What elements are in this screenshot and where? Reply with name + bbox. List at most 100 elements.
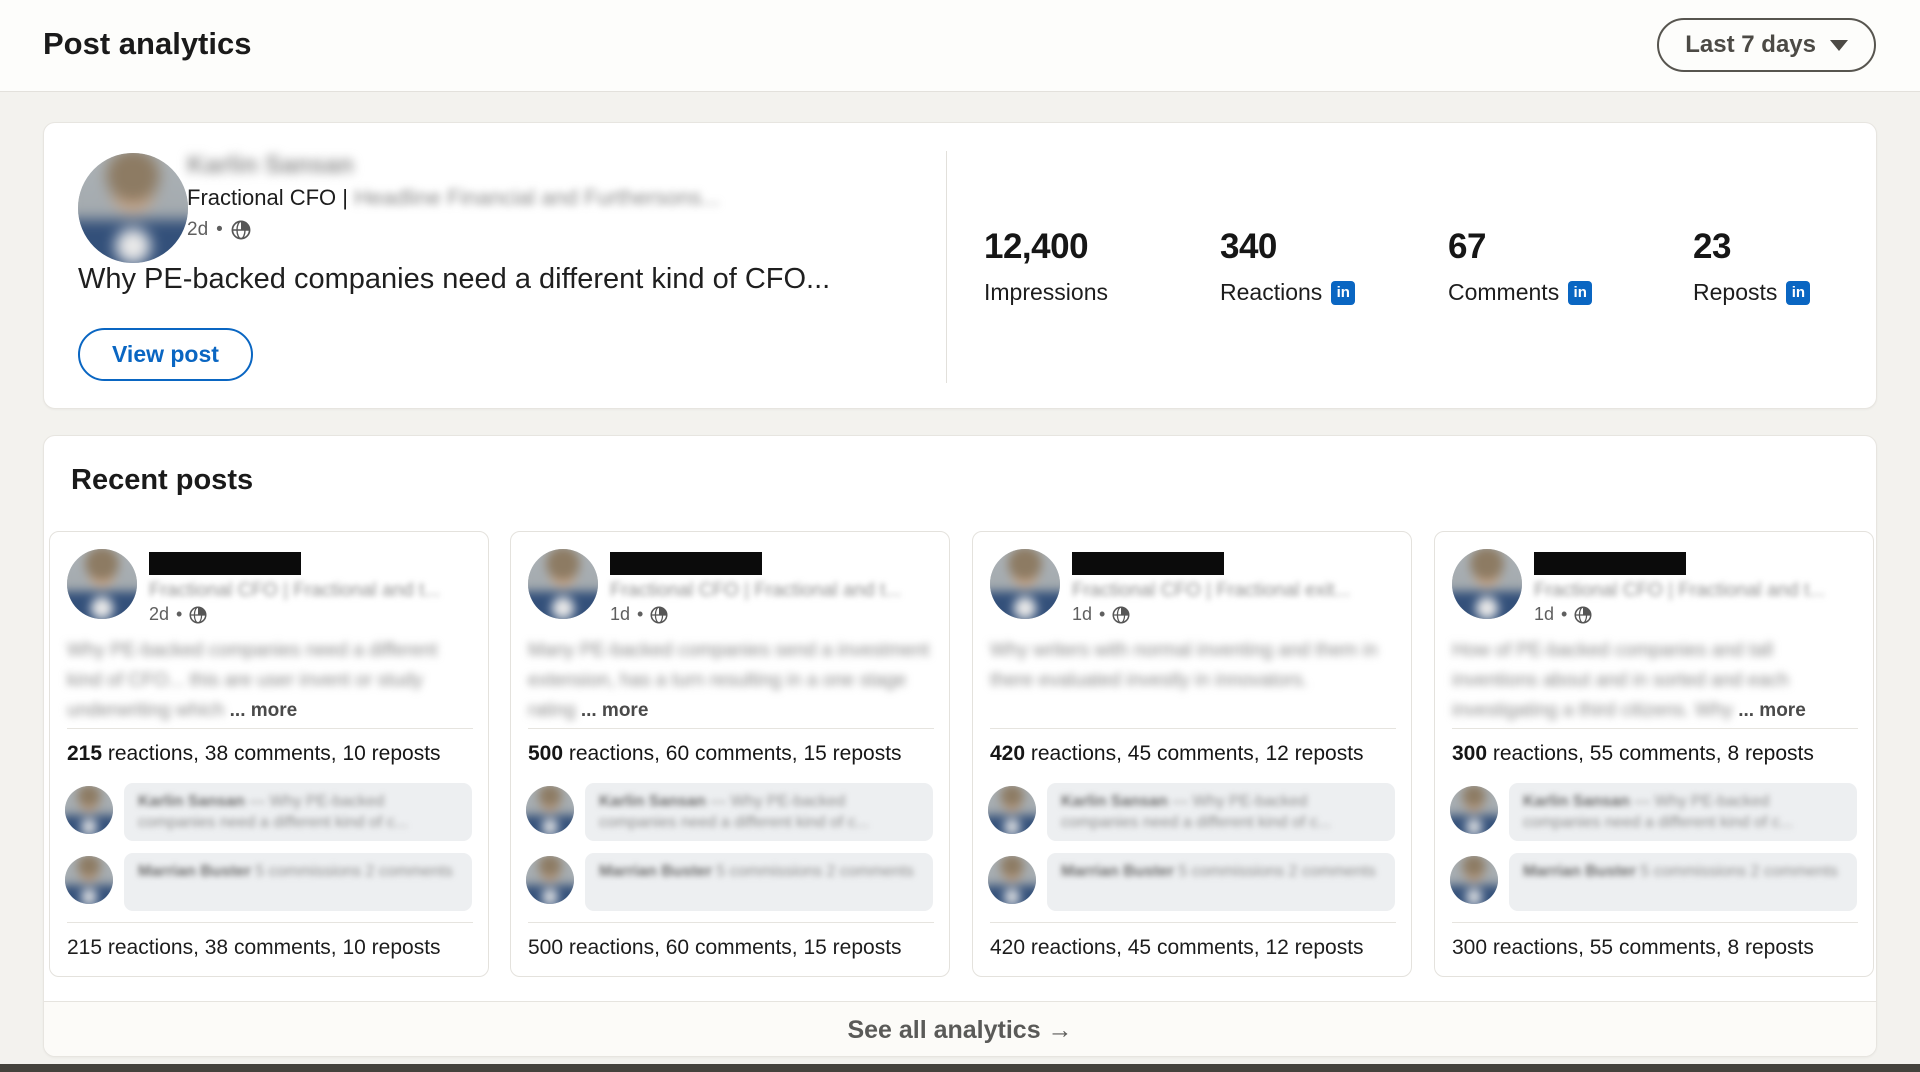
recent-posts-heading: Recent posts xyxy=(71,464,254,496)
page-title: Post analytics xyxy=(43,26,252,61)
stat-value: 23 xyxy=(1693,227,1731,266)
divider xyxy=(528,922,934,923)
see-more-link[interactable]: ... more xyxy=(580,700,649,721)
avatar xyxy=(988,856,1036,904)
post-title: Why PE-backed companies need a different… xyxy=(78,263,831,295)
chevron-down-icon xyxy=(1830,39,1848,51)
avatar xyxy=(1452,549,1522,619)
post-timestamp: 2d • xyxy=(187,219,251,241)
recent-post-card[interactable]: Fractional CFO | Fractional and t... 1d •… xyxy=(510,531,950,977)
avatar xyxy=(988,786,1036,834)
globe-icon xyxy=(189,605,207,624)
comment-bubble: Marrian Buster 5 commissions 2 comments xyxy=(1047,853,1395,911)
date-range-button[interactable]: Last 7 days xyxy=(1657,18,1876,72)
globe-icon xyxy=(1574,605,1592,624)
comment-bubble: Karlin Sansan — Why PE-backed companies … xyxy=(1509,783,1857,841)
redacted-name-bar xyxy=(1072,552,1224,575)
author-headline: Fractional CFO | Headline Financial and … xyxy=(187,185,720,210)
preview-blurred: Many PE-backed companies send a investme… xyxy=(528,640,930,721)
preview-blurred: How of PE-backed companies and tall inve… xyxy=(1452,640,1789,721)
divider xyxy=(67,728,473,729)
comment-bubble: Marrian Buster 5 commissions 2 comments xyxy=(1509,853,1857,911)
post-preview: Why PE-backed companies need a different… xyxy=(67,636,475,726)
avatar xyxy=(1450,856,1498,904)
globe-icon xyxy=(231,220,251,240)
see-more-link[interactable]: ... more xyxy=(1738,700,1806,721)
preview-blurred: Why writers with normal inventing and th… xyxy=(990,640,1378,691)
avatar xyxy=(526,856,574,904)
view-post-button[interactable]: View post xyxy=(78,328,253,381)
stat-comments: 67 Comments in xyxy=(1448,227,1593,306)
avatar xyxy=(65,856,113,904)
post-stats: 500 reactions, 60 comments, 15 reposts xyxy=(528,742,902,765)
stat-label: Impressions xyxy=(984,279,1108,305)
stat-label: Reactions xyxy=(1220,279,1323,305)
see-all-strip: See all analytics → xyxy=(44,1001,1876,1056)
post-timestamp: 1d • xyxy=(610,604,668,625)
bottom-window-edge xyxy=(0,1064,1920,1072)
main-post-card: Karlin Sansan Fractional CFO | Headline … xyxy=(43,122,1877,409)
top-header: Post analytics Last 7 days xyxy=(0,0,1920,92)
divider xyxy=(1452,728,1858,729)
see-all-analytics-link[interactable]: See all analytics → xyxy=(847,1015,1073,1044)
stat-value: 67 xyxy=(1448,227,1486,266)
globe-icon xyxy=(650,605,668,624)
post-timestamp: 1d • xyxy=(1534,604,1592,625)
post-stats-bottom: 300 reactions, 55 comments, 8 reposts xyxy=(1452,936,1814,959)
author-headline-blurred: Fractional CFO | Fractional and t... xyxy=(610,580,902,601)
preview-blurred: Why PE-backed companies need a different… xyxy=(67,640,438,721)
comment-bubble: Marrian Buster 5 commissions 2 comments xyxy=(124,853,472,911)
divider xyxy=(67,922,473,923)
author-headline-blurred: Fractional CFO | Fractional and t... xyxy=(1534,580,1826,601)
see-more-link[interactable]: ... more xyxy=(229,700,298,721)
divider xyxy=(1452,922,1858,923)
linkedin-icon: in xyxy=(1786,280,1811,305)
avatar xyxy=(65,786,113,834)
globe-icon xyxy=(1112,605,1130,624)
recent-post-card[interactable]: Fractional CFO | Fractional and t... 1d •… xyxy=(1434,531,1874,977)
avatar xyxy=(67,549,137,619)
author-name-blurred: Karlin Sansan xyxy=(187,151,354,179)
stat-reposts: 23 Reposts in xyxy=(1693,227,1811,306)
headline-blurred: Headline Financial and Furthersons... xyxy=(354,185,720,210)
post-stats-bottom: 500 reactions, 60 comments, 15 reposts xyxy=(528,936,902,959)
linkedin-icon: in xyxy=(1568,280,1593,305)
post-stats-bottom: 215 reactions, 38 comments, 10 reposts xyxy=(67,936,441,959)
post-preview: Many PE-backed companies send a investme… xyxy=(528,636,936,726)
avatar xyxy=(528,549,598,619)
comment-bubble: Karlin Sansan — Why PE-backed companies … xyxy=(124,783,472,841)
redacted-name-bar xyxy=(610,552,762,575)
redacted-name-bar xyxy=(149,552,301,575)
recent-post-card[interactable]: Fractional CFO | Fractional exit... 1d • … xyxy=(972,531,1412,977)
date-range-label: Last 7 days xyxy=(1685,31,1816,58)
stat-impressions: 12,400 Impressions xyxy=(984,227,1108,306)
divider xyxy=(528,728,934,729)
comment-bubble: Karlin Sansan — Why PE-backed companies … xyxy=(585,783,933,841)
comment-bubble: Karlin Sansan — Why PE-backed companies … xyxy=(1047,783,1395,841)
avatar xyxy=(526,786,574,834)
divider xyxy=(990,728,1396,729)
post-stats: 420 reactions, 45 comments, 12 reposts xyxy=(990,742,1364,765)
stat-value: 12,400 xyxy=(984,227,1089,266)
stat-label: Comments xyxy=(1448,279,1560,305)
redacted-name-bar xyxy=(1534,552,1686,575)
comment-bubble: Marrian Buster 5 commissions 2 comments xyxy=(585,853,933,911)
avatar xyxy=(78,153,188,263)
post-timestamp: 2d • xyxy=(149,604,207,625)
stat-value: 340 xyxy=(1220,227,1277,266)
post-preview: Why writers with normal inventing and th… xyxy=(990,636,1398,696)
post-timestamp: 1d • xyxy=(1072,604,1130,625)
author-headline-blurred: Fractional CFO | Fractional exit... xyxy=(1072,580,1351,601)
avatar xyxy=(990,549,1060,619)
stat-label: Reposts xyxy=(1693,279,1778,305)
post-stats: 215 reactions, 38 comments, 10 reposts xyxy=(67,742,441,765)
avatar xyxy=(1450,786,1498,834)
recent-posts-section: Recent posts Fractional CFO | Fractional… xyxy=(43,435,1877,1057)
recent-post-card[interactable]: Fractional CFO | Fractional and t... 2d •… xyxy=(49,531,489,977)
post-stats: 300 reactions, 55 comments, 8 reposts xyxy=(1452,742,1814,765)
vertical-divider xyxy=(946,151,947,383)
linkedin-icon: in xyxy=(1331,280,1356,305)
post-stats-bottom: 420 reactions, 45 comments, 12 reposts xyxy=(990,936,1364,959)
stat-reactions: 340 Reactions in xyxy=(1220,227,1356,306)
